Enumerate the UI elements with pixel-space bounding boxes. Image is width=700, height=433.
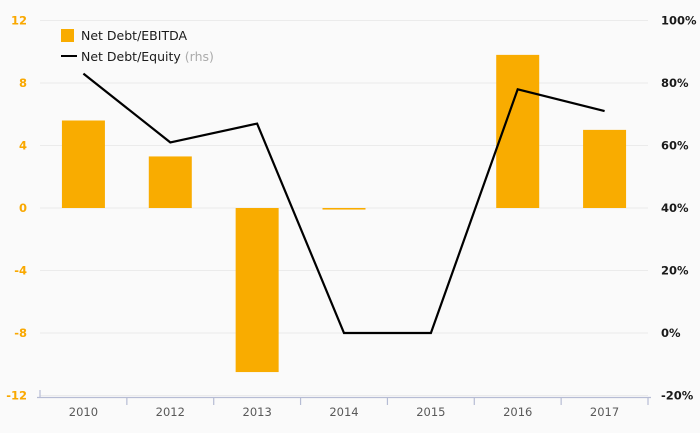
x-axis-category-label: 2012 [156,405,185,419]
left-axis-tick-label: 0 [19,201,27,215]
x-axis-category-label: 2013 [243,405,272,419]
x-axis-category-label: 2010 [69,405,98,419]
legend: Net Debt/EBITDA Net Debt/Equity (rhs) [61,27,214,64]
legend-item-net-debt-equity: Net Debt/Equity (rhs) [61,48,214,64]
left-axis-tick-label: 12 [11,14,27,28]
right-axis-tick-label: 60% [661,139,689,153]
right-axis-tick-label: -20% [661,389,694,403]
legend-label: Net Debt/EBITDA [81,27,188,43]
left-axis-tick-label: -8 [14,326,27,340]
bar-2017 [583,129,627,208]
left-axis-tick-label: -4 [14,264,27,278]
legend-label: Net Debt/Equity [81,48,181,64]
x-axis-category-label: 2014 [329,405,358,419]
x-axis-category-label: 2016 [503,405,532,419]
right-axis-tick-label: 100% [661,14,697,28]
right-axis-tick-label: 40% [661,201,689,215]
right-axis-tick-label: 80% [661,76,689,90]
legend-item-net-debt-ebitda: Net Debt/EBITDA [61,27,214,43]
left-axis-tick-label: 4 [19,139,27,153]
left-axis-tick-label: 8 [19,76,27,90]
left-axis-tick-label: -12 [6,389,27,403]
legend-suffix: (rhs) [180,48,214,64]
bar-2014 [322,208,366,210]
bar-2012 [148,156,192,208]
x-axis-category-label: 2017 [590,405,619,419]
line-swatch-icon [61,54,77,58]
x-axis-category-label: 2015 [416,405,445,419]
right-axis-tick-label: 20% [661,264,689,278]
net-debt-equity-line [82,72,605,335]
bar-swatch-icon [61,28,74,42]
bar-2010 [61,120,105,208]
right-axis-tick-label: 0% [661,326,681,340]
bar-2013 [235,208,279,373]
